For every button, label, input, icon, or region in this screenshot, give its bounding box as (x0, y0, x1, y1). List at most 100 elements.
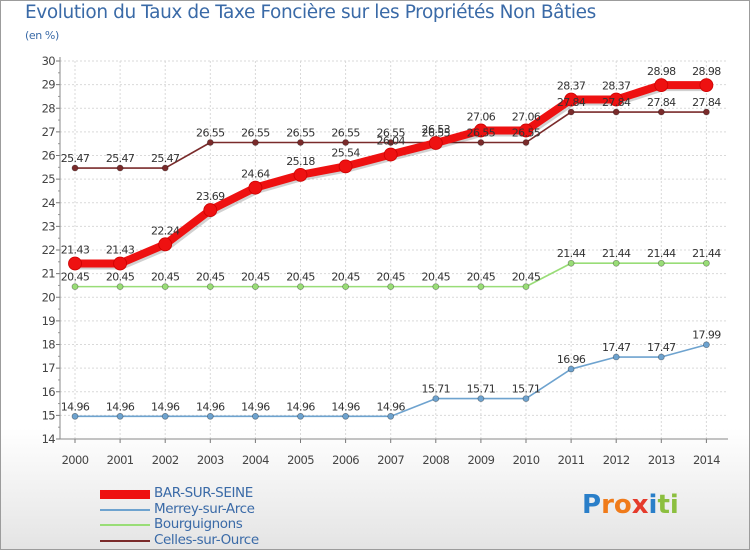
data-label-bourguignons: 20.45 (61, 271, 90, 284)
point-bar-sur-seine (158, 237, 173, 252)
y-tick-label: 30 (42, 54, 56, 68)
x-tick-label: 2001 (107, 453, 134, 467)
point-bourguignons (432, 283, 440, 291)
point-celles-sur-ource (116, 164, 124, 172)
y-tick-label: 27 (42, 125, 56, 139)
point-merrey-sur-arce (161, 412, 169, 420)
data-label-bar-sur-seine: 24.64 (241, 168, 270, 181)
point-bourguignons (116, 283, 124, 291)
data-label-merrey-sur-arce: 17.47 (602, 341, 631, 354)
legend-swatch-bourguignons (100, 524, 150, 526)
series-layer (68, 78, 714, 420)
point-bourguignons (71, 283, 79, 291)
y-tick-label: 24 (42, 196, 56, 210)
data-label-bar-sur-seine: 25.18 (286, 155, 315, 168)
x-tick-label: 2014 (693, 453, 720, 467)
x-tick-label: 2006 (332, 453, 359, 467)
data-label-celles-sur-ource: 26.55 (331, 127, 360, 140)
y-tick-label: 15 (42, 408, 56, 422)
logo-letter: r (601, 490, 614, 520)
point-bar-sur-seine (519, 123, 533, 138)
x-tick-label: 2005 (287, 453, 314, 467)
data-label-celles-sur-ource: 27.84 (602, 96, 631, 109)
x-tick-label: 2003 (197, 453, 224, 467)
data-label-merrey-sur-arce: 15.71 (422, 383, 451, 396)
point-bourguignons (567, 259, 575, 267)
point-merrey-sur-arce (71, 412, 79, 420)
data-label-bar-sur-seine: 27.06 (467, 110, 496, 123)
data-label-bar-sur-seine: 28.98 (692, 65, 721, 78)
point-bar-sur-seine (203, 203, 218, 217)
y-tick-label: 22 (42, 243, 56, 257)
legend-label-bourguignons: Bourguignons (154, 516, 243, 532)
x-tick-label: 2013 (648, 453, 675, 467)
point-bar-sur-seine (428, 136, 443, 150)
point-celles-sur-ource (567, 108, 575, 116)
point-bar-sur-seine (609, 92, 624, 107)
legend-label-celles-sur-ource: Celles-sur-Ource (154, 531, 259, 548)
y-tick-label: 17 (42, 361, 56, 375)
data-label-bar-sur-seine: 26.04 (376, 135, 405, 148)
data-label-celles-sur-ource: 25.47 (106, 152, 135, 165)
point-celles-sur-ource (297, 139, 304, 146)
point-bourguignons (342, 283, 350, 291)
point-bar-sur-seine (473, 123, 488, 138)
data-label-celles-sur-ource: 27.84 (647, 96, 676, 109)
data-label-bourguignons: 20.45 (196, 271, 225, 284)
legend-label-bar-sur-seine: BAR-SUR-SEINE (154, 485, 253, 501)
chart-unit-label: (en %) (25, 29, 59, 42)
y-tick-label: 28 (42, 101, 56, 115)
point-merrey-sur-arce (432, 395, 440, 403)
data-label-merrey-sur-arce: 14.96 (196, 400, 225, 413)
data-label-bourguignons: 20.45 (241, 271, 270, 284)
point-merrey-sur-arce (297, 412, 304, 420)
legend-swatch-bar-sur-seine (100, 490, 150, 499)
grid (60, 60, 728, 440)
y-tick-label: 20 (42, 290, 56, 304)
data-label-bourguignons: 21.44 (647, 247, 676, 260)
point-celles-sur-ource (206, 139, 214, 146)
data-label-bar-sur-seine: 21.43 (61, 243, 90, 256)
point-celles-sur-ource (522, 139, 530, 146)
point-celles-sur-ource (612, 108, 620, 116)
axes: 14 15 16 17 18 19 20 21 22 23 24 25 26 27 28 29 30 2000 20… (42, 54, 728, 467)
point-merrey-sur-arce (477, 395, 485, 403)
point-merrey-sur-arce (612, 353, 620, 361)
logo-letter: P (582, 490, 602, 520)
point-bourguignons (206, 283, 214, 291)
data-label-celles-sur-ource: 25.47 (61, 152, 90, 165)
data-label-merrey-sur-arce: 14.96 (106, 400, 135, 413)
data-label-merrey-sur-arce: 14.96 (241, 400, 270, 413)
chart-title: Evolution du Taux de Taxe Foncière sur l… (25, 2, 596, 23)
point-bourguignons (612, 259, 620, 267)
data-label-bar-sur-seine: 21.43 (106, 243, 135, 256)
data-label-celles-sur-ource: 26.55 (422, 127, 451, 140)
point-bourguignons (387, 283, 395, 291)
x-tick-label: 2011 (558, 453, 585, 467)
data-label-merrey-sur-arce: 14.96 (376, 400, 405, 413)
x-tick-label: 2004 (242, 453, 269, 467)
point-celles-sur-ource (342, 139, 350, 146)
point-bourguignons (522, 283, 530, 291)
point-merrey-sur-arce (251, 412, 259, 420)
point-merrey-sur-arce (342, 412, 350, 420)
point-bar-sur-seine (564, 92, 578, 107)
point-merrey-sur-arce (522, 395, 530, 403)
y-tick-label: 21 (42, 267, 56, 281)
logo-letter: t (657, 490, 670, 520)
logo-letter: i (669, 490, 679, 520)
data-label-merrey-sur-arce: 15.71 (512, 383, 541, 396)
point-bourguignons (251, 283, 259, 291)
y-tick-label: 25 (42, 172, 56, 186)
point-merrey-sur-arce (657, 353, 665, 361)
point-merrey-sur-arce (206, 412, 214, 420)
x-tick-label: 2000 (62, 453, 89, 467)
y-tick-label: 19 (42, 314, 56, 328)
point-bourguignons (703, 259, 710, 267)
data-label-bar-sur-seine: 28.37 (602, 80, 631, 93)
data-label-bourguignons: 20.45 (331, 271, 360, 284)
point-bar-sur-seine (68, 256, 82, 271)
data-label-merrey-sur-arce: 16.96 (557, 353, 586, 366)
data-label-merrey-sur-arce: 14.96 (331, 400, 360, 413)
